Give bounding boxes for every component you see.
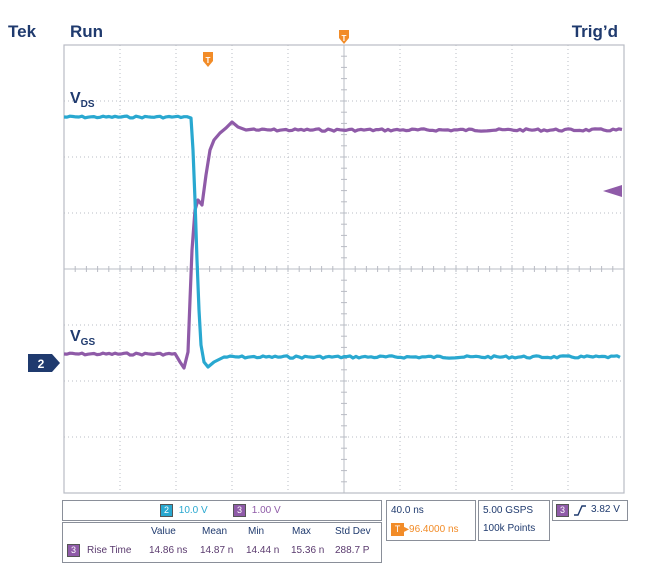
trigger-level: 3.82 V [591, 504, 620, 515]
rising-edge-icon [574, 505, 586, 516]
run-state-label: Run [70, 22, 104, 41]
meas-value: 14.86 ns [149, 545, 188, 556]
meas-header-stddev: Std Dev [335, 526, 371, 537]
trigger-state-label: Trig’d [571, 22, 618, 41]
trigger-position-marker[interactable]: T [339, 30, 349, 44]
acquisition-box[interactable]: 5.00 GSPS 100k Points [478, 500, 550, 541]
svg-text:T: T [342, 34, 347, 43]
trigger-channel: 3 [556, 504, 569, 517]
meas-max: 15.36 n [291, 545, 325, 556]
ch2-trace [63, 114, 621, 369]
ch3-trace [63, 120, 623, 370]
vgs-label: VGS [70, 328, 95, 348]
trigger-t-icon: T [391, 523, 404, 536]
ch2-scale[interactable]: 2 10.0 V [160, 504, 208, 517]
svg-text:2: 2 [38, 357, 45, 371]
graticule [63, 44, 625, 494]
ch3-scale[interactable]: 3 1.00 V [233, 504, 281, 517]
measurement-panel: Value Mean Min Max Std Dev 3 Rise Time 1… [62, 522, 382, 563]
meas-min: 14.44 n [246, 545, 280, 556]
timebase-scale: 40.0 ns [391, 505, 424, 516]
trigger-level-marker[interactable] [603, 185, 622, 197]
record-length: 100k Points [483, 523, 536, 534]
meas-row-rise-time[interactable]: 3 [67, 544, 80, 557]
trigger-position: T ▸96.4000 ns [391, 523, 459, 536]
trigger-box[interactable]: 3 3.82 V [552, 500, 628, 521]
timebase-box[interactable]: 40.0 ns T ▸96.4000 ns [386, 500, 476, 541]
vds-label: VDS [70, 90, 95, 110]
meas-header-mean: Mean [202, 526, 228, 537]
meas-name: Rise Time [87, 545, 132, 556]
meas-header-max: Max [292, 526, 311, 537]
sample-rate: 5.00 GSPS [483, 505, 534, 516]
meas-header-min: Min [248, 526, 265, 537]
svg-text:T: T [206, 56, 211, 65]
ch2-ground-marker[interactable]: 2 [28, 354, 60, 372]
trigger-delay-marker[interactable]: T [203, 52, 213, 67]
brand-label: Tek [8, 22, 37, 41]
channel-scale-box: 2 10.0 V 3 1.00 V [62, 500, 382, 521]
meas-std: 288.7 P [335, 545, 370, 556]
meas-mean: 14.87 n [200, 545, 234, 556]
meas-header-value: Value [151, 526, 176, 537]
